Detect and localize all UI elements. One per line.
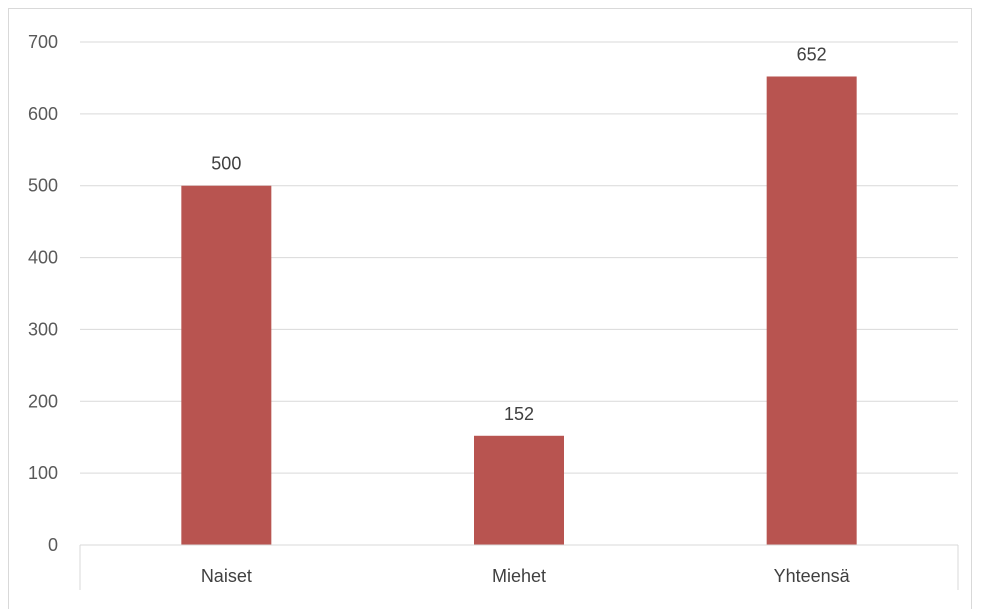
x-category-label: Yhteensä: [774, 566, 851, 586]
y-tick-label: 500: [28, 176, 58, 196]
y-tick-label: 0: [48, 535, 58, 555]
y-tick-label: 200: [28, 391, 58, 411]
bar-naiset: [181, 185, 272, 545]
data-label: 652: [797, 44, 827, 64]
y-tick-label: 700: [28, 32, 58, 52]
y-tick-label: 100: [28, 463, 58, 483]
x-axis: Naiset Miehet Yhteensä: [79, 544, 959, 590]
y-tick-label: 300: [28, 319, 58, 339]
data-label: 500: [211, 154, 241, 174]
data-label: 152: [504, 404, 534, 424]
bar-miehet: [474, 435, 564, 545]
x-category-label: Miehet: [492, 566, 546, 586]
y-axis: 0 100 200 300 400 500 600 700: [28, 32, 58, 555]
bars: 500 152 652: [181, 44, 857, 546]
bar-yhteensä: [766, 76, 857, 546]
x-category-label: Naiset: [201, 566, 252, 586]
y-tick-label: 400: [28, 248, 58, 268]
y-tick-label: 600: [28, 104, 58, 124]
